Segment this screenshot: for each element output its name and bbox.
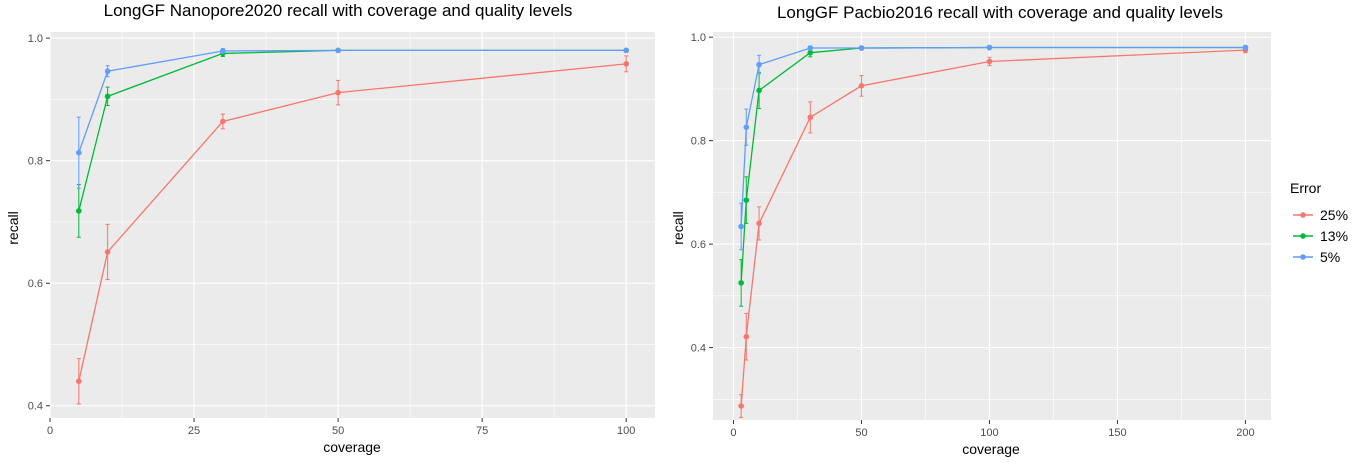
chart2-point-5 bbox=[1242, 44, 1249, 51]
chart1-tick-label-y: 1.0 bbox=[28, 33, 43, 45]
legend-dot-13 bbox=[1300, 233, 1306, 239]
chart2-point-5 bbox=[738, 223, 744, 230]
chart1-tick-label-x: 25 bbox=[188, 425, 200, 437]
chart2-point-25 bbox=[858, 83, 865, 89]
chart2-point-25 bbox=[756, 220, 762, 227]
chart1-plot-background bbox=[50, 32, 655, 418]
chart2-point-5 bbox=[756, 61, 762, 68]
chart1-point-13 bbox=[76, 208, 82, 214]
chart1-tick-label-x: 50 bbox=[332, 425, 344, 437]
legend-item-13: 13% bbox=[1293, 228, 1348, 244]
chart2-tick-label-y: 0.6 bbox=[691, 239, 706, 251]
chart1-tick-label-y: 0.6 bbox=[28, 278, 43, 290]
chart1-point-13 bbox=[104, 93, 111, 100]
chart2-title: LongGF Pacbio2016 recall with coverage a… bbox=[777, 3, 1223, 22]
legend-dot-5 bbox=[1300, 254, 1306, 260]
chart2-tick-label-x: 200 bbox=[1236, 427, 1254, 439]
legend-dot-25 bbox=[1300, 212, 1306, 218]
chart2-point-5 bbox=[986, 44, 993, 51]
chart2-point-13 bbox=[743, 197, 750, 203]
legend-item-25: 25% bbox=[1293, 207, 1348, 223]
chart1-point-5 bbox=[104, 68, 111, 75]
chart2-ylabel: recall bbox=[670, 211, 686, 244]
legend-label-5: 5% bbox=[1320, 249, 1340, 265]
chart2-point-13 bbox=[738, 280, 744, 286]
legend: Error 25% 13% 5% bbox=[1290, 180, 1348, 265]
chart1-point-5 bbox=[76, 149, 82, 156]
chart2-point-5 bbox=[858, 45, 865, 51]
chart1-point-25 bbox=[104, 249, 111, 255]
legend-item-5: 5% bbox=[1293, 249, 1340, 265]
chart1-point-25 bbox=[623, 61, 629, 67]
chart1-tick-label-x: 0 bbox=[47, 425, 53, 437]
chart1-tick-label-y: 0.4 bbox=[28, 401, 43, 413]
chart2-tick-label-y: 0.8 bbox=[691, 136, 706, 148]
chart1-panel: 0 25 50 75 100 0.4 0.6 0.8 1.0 bbox=[28, 32, 655, 437]
chart1-point-25 bbox=[76, 378, 82, 385]
chart2-point-13 bbox=[756, 87, 762, 94]
chart2-tick-label-x: 100 bbox=[980, 427, 998, 439]
legend-label-13: 13% bbox=[1320, 228, 1348, 244]
chart1-point-5 bbox=[220, 48, 226, 54]
chart2-point-25 bbox=[738, 403, 744, 409]
chart1-point-25 bbox=[220, 118, 226, 125]
chart1-ylabel: recall bbox=[5, 211, 21, 244]
chart1-tick-label-x: 100 bbox=[617, 425, 635, 437]
chart1-point-25 bbox=[335, 89, 341, 96]
chart2-point-25 bbox=[807, 114, 814, 121]
chart2-tick-label-x: 150 bbox=[1108, 427, 1126, 439]
chart2-point-25 bbox=[743, 333, 750, 340]
chart2-tick-label-y: 0.4 bbox=[691, 343, 706, 355]
chart2-xlabel: coverage bbox=[962, 441, 1020, 457]
chart1-point-5 bbox=[335, 47, 341, 54]
chart2-point-5 bbox=[743, 124, 750, 130]
chart2-point-13 bbox=[807, 49, 814, 56]
chart1-tick-label-y: 0.8 bbox=[28, 156, 43, 168]
legend-title: Error bbox=[1290, 180, 1321, 196]
chart2-tick-label-y: 1.0 bbox=[691, 32, 706, 44]
chart1-xlabel: coverage bbox=[323, 439, 381, 455]
chart2-point-5 bbox=[807, 45, 814, 51]
chart2-tick-label-x: 50 bbox=[855, 427, 867, 439]
chart2-point-25 bbox=[986, 58, 993, 65]
chart2-panel: 0 50 100 150 200 0.4 0.6 0.8 1.0 bbox=[691, 32, 1271, 439]
chart2-plot-background bbox=[713, 32, 1271, 420]
chart1-tick-label-x: 75 bbox=[476, 425, 488, 437]
chart1-title: LongGF Nanopore2020 recall with coverage… bbox=[104, 1, 573, 20]
legend-label-25: 25% bbox=[1320, 207, 1348, 223]
chart1-point-5 bbox=[623, 47, 629, 54]
chart2-tick-label-x: 0 bbox=[730, 427, 736, 439]
